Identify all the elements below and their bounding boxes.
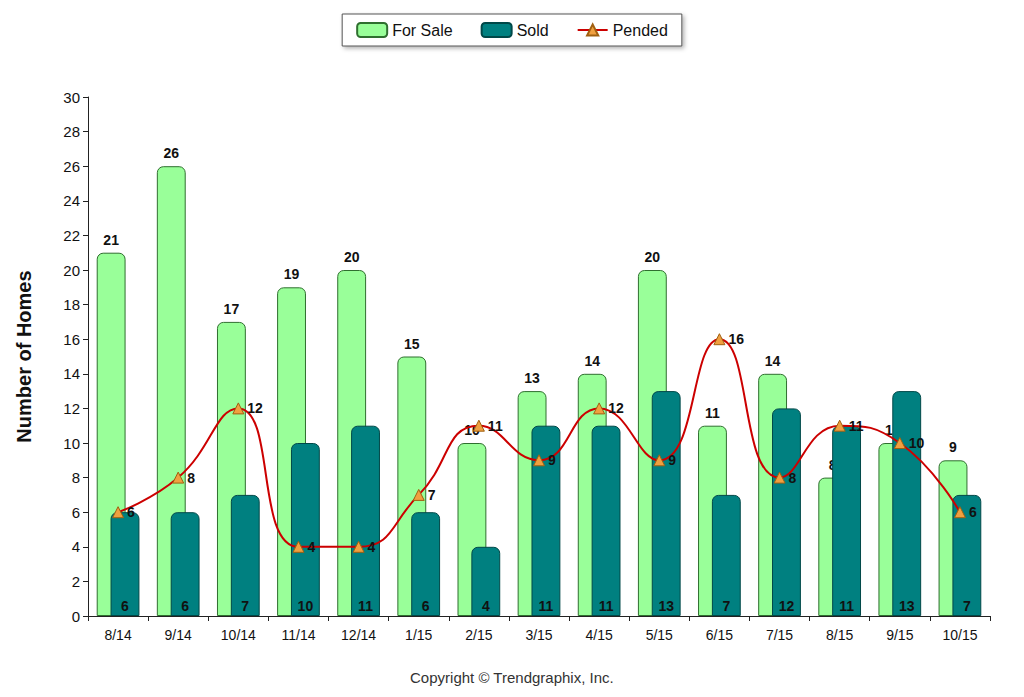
svg-text:8: 8 (72, 469, 80, 486)
svg-text:13: 13 (658, 598, 674, 614)
svg-text:17: 17 (224, 301, 240, 317)
svg-text:4: 4 (368, 539, 376, 555)
svg-text:12: 12 (247, 400, 263, 416)
svg-text:6: 6 (969, 504, 977, 520)
svg-text:4: 4 (72, 538, 80, 555)
svg-text:9/14: 9/14 (165, 627, 192, 643)
svg-text:6: 6 (72, 504, 80, 521)
svg-text:7: 7 (963, 598, 971, 614)
svg-text:20: 20 (645, 249, 661, 265)
svg-text:13: 13 (524, 370, 540, 386)
svg-text:Pended: Pended (613, 22, 668, 39)
svg-text:30: 30 (63, 89, 80, 106)
svg-text:Number of Homes: Number of Homes (13, 270, 35, 442)
svg-text:13: 13 (899, 598, 915, 614)
svg-text:12/14: 12/14 (341, 627, 376, 643)
svg-text:11/14: 11/14 (281, 627, 315, 643)
svg-text:16: 16 (728, 331, 744, 347)
svg-text:11: 11 (539, 598, 554, 614)
svg-text:6: 6 (422, 598, 430, 614)
svg-text:9: 9 (668, 452, 676, 468)
svg-text:28: 28 (63, 123, 80, 140)
svg-text:5/15: 5/15 (646, 627, 673, 643)
svg-text:9: 9 (548, 452, 556, 468)
svg-text:7: 7 (428, 487, 436, 503)
svg-text:0: 0 (72, 608, 80, 625)
svg-text:11: 11 (358, 598, 373, 614)
svg-text:6: 6 (127, 504, 135, 520)
svg-text:15: 15 (404, 336, 420, 352)
svg-text:14: 14 (584, 353, 600, 369)
svg-text:4: 4 (307, 539, 315, 555)
svg-text:4: 4 (482, 598, 490, 614)
svg-text:11: 11 (488, 418, 503, 434)
svg-text:10/14: 10/14 (221, 627, 256, 643)
svg-text:7: 7 (241, 598, 249, 614)
svg-text:10: 10 (909, 435, 925, 451)
svg-text:Copyright © Trendgraphix, Inc.: Copyright © Trendgraphix, Inc. (410, 669, 614, 686)
svg-text:7/15: 7/15 (766, 627, 793, 643)
svg-text:Sold: Sold (517, 22, 549, 39)
svg-text:16: 16 (63, 331, 80, 348)
svg-text:19: 19 (284, 266, 300, 282)
svg-text:10/15: 10/15 (942, 627, 977, 643)
svg-text:1/15: 1/15 (405, 627, 432, 643)
svg-text:9: 9 (949, 439, 957, 455)
svg-text:9/15: 9/15 (886, 627, 913, 643)
svg-text:11: 11 (599, 598, 614, 614)
svg-text:4/15: 4/15 (586, 627, 613, 643)
svg-text:26: 26 (163, 145, 179, 161)
svg-text:8: 8 (187, 470, 195, 486)
svg-text:21: 21 (103, 232, 119, 248)
svg-text:14: 14 (765, 353, 781, 369)
svg-text:7: 7 (722, 598, 730, 614)
svg-text:8/14: 8/14 (104, 627, 131, 643)
svg-text:8/15: 8/15 (826, 627, 853, 643)
svg-text:11: 11 (705, 405, 720, 421)
svg-text:22: 22 (63, 227, 80, 244)
svg-text:3/15: 3/15 (525, 627, 552, 643)
svg-text:12: 12 (779, 598, 795, 614)
svg-text:For Sale: For Sale (392, 22, 453, 39)
svg-text:2: 2 (72, 573, 80, 590)
svg-text:6: 6 (121, 598, 129, 614)
svg-text:2/15: 2/15 (465, 627, 492, 643)
svg-text:20: 20 (63, 262, 80, 279)
svg-text:6: 6 (181, 598, 189, 614)
svg-text:12: 12 (63, 400, 80, 417)
svg-text:14: 14 (63, 365, 80, 382)
svg-text:6/15: 6/15 (706, 627, 733, 643)
svg-text:11: 11 (849, 418, 864, 434)
svg-text:10: 10 (298, 598, 314, 614)
svg-text:11: 11 (839, 598, 854, 614)
svg-text:10: 10 (63, 435, 80, 452)
svg-text:10: 10 (464, 422, 480, 438)
svg-text:18: 18 (63, 296, 80, 313)
svg-text:24: 24 (63, 192, 80, 209)
svg-text:8: 8 (789, 470, 797, 486)
svg-text:12: 12 (608, 400, 624, 416)
svg-text:26: 26 (63, 158, 80, 175)
svg-text:20: 20 (344, 249, 360, 265)
